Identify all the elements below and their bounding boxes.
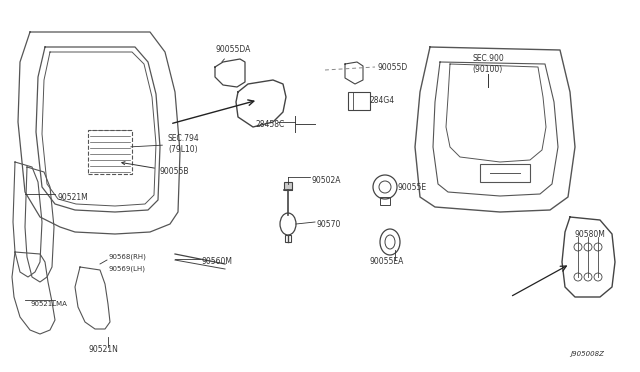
Text: 90521M: 90521M xyxy=(57,192,88,202)
Text: 90521LMA: 90521LMA xyxy=(30,301,67,307)
Text: 90055D: 90055D xyxy=(378,62,408,71)
Bar xyxy=(284,182,292,190)
Text: 90568(RH): 90568(RH) xyxy=(108,254,146,260)
Bar xyxy=(88,130,132,174)
Text: 90055EA: 90055EA xyxy=(370,257,404,266)
Bar xyxy=(380,197,390,205)
Text: 90569(LH): 90569(LH) xyxy=(108,266,145,272)
Text: 90055E: 90055E xyxy=(398,183,427,192)
Bar xyxy=(480,164,530,182)
Text: 90580M: 90580M xyxy=(575,230,606,238)
Text: SEC.794
(79L10): SEC.794 (79L10) xyxy=(131,134,200,154)
Text: 284G4: 284G4 xyxy=(370,96,395,105)
Text: 90055DA: 90055DA xyxy=(215,45,250,62)
Text: 90560M: 90560M xyxy=(202,257,233,266)
Bar xyxy=(348,92,370,110)
Text: 90570: 90570 xyxy=(317,219,341,228)
Text: J905008Z: J905008Z xyxy=(570,351,604,357)
Text: SEC.900
(90100): SEC.900 (90100) xyxy=(472,54,504,74)
Text: 28458C: 28458C xyxy=(255,119,284,128)
Text: 90502A: 90502A xyxy=(312,176,342,185)
Text: 90521N: 90521N xyxy=(88,346,118,355)
Bar xyxy=(285,235,291,242)
Text: 90055B: 90055B xyxy=(122,162,189,176)
